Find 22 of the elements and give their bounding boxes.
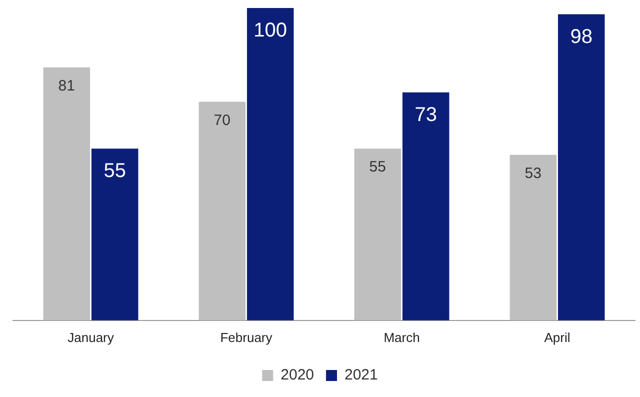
legend-label: 2021 [344,366,378,384]
legend-label: 2020 [280,366,314,384]
bar [510,154,557,320]
bar [402,92,450,320]
data-label: 98 [570,26,592,48]
x-tick-label: March [384,330,420,345]
bar [558,14,605,320]
data-label: 55 [104,160,126,182]
bar [43,67,90,320]
bar [354,148,402,320]
data-label: 55 [369,158,386,176]
data-label: 53 [524,164,542,182]
data-label: 81 [58,77,75,94]
x-tick-label: February [220,330,273,345]
data-label: 73 [414,104,437,126]
bar [91,148,138,320]
bar [246,8,294,320]
bar [198,102,246,320]
data-label: 100 [254,20,288,42]
x-tick-label: April [544,330,570,345]
data-label: 70 [214,112,230,129]
x-tick-label: January [68,330,114,345]
